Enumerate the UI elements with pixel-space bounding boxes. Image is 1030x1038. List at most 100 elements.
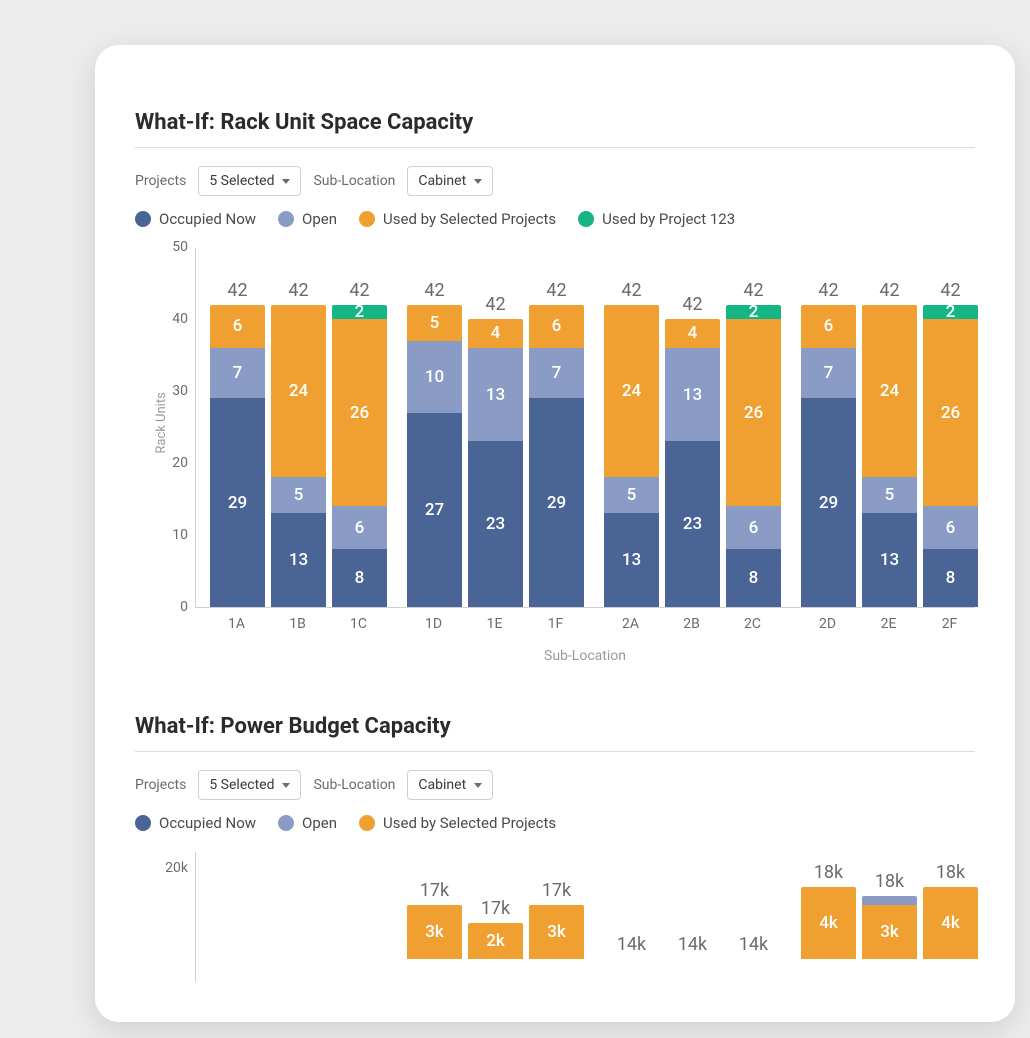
bar-segment: 2k [468,923,523,959]
chart-bars: 17k3k17k2k17k3k14k14k14k18k4k18k3k18k4k [196,852,975,982]
y-axis-label: Rack Units [154,392,169,453]
bar-segment: 24 [862,305,917,478]
controls-row: Projects 5 Selected Sub-Location Cabinet [135,770,975,800]
bar-segment: 5 [862,477,917,513]
projects-select[interactable]: 5 Selected [198,770,301,800]
bar-segment: 27 [407,413,462,607]
bar-segment: 4k [801,887,856,959]
bar-segment: 7 [529,348,584,398]
bar-stack: 3k [862,896,917,959]
x-tick: 1A [209,616,264,632]
bar-segment: 8 [332,549,387,607]
bar-total-label: 14k [678,934,707,955]
legend: Occupied NowOpenUsed by Selected Project… [135,210,975,228]
chart-plot: 17k3k17k2k17k3k14k14k14k18k4k18k3k18k4k … [195,852,975,982]
bar-segment: 29 [210,398,265,607]
bar-segment: 7 [210,348,265,398]
bar-group: 42271054223134422976 [407,280,584,607]
legend-item: Occupied Now [135,210,256,228]
bar-total-label: 42 [682,294,702,315]
bar-column: 422976 [801,280,856,607]
x-tick: 1F [528,616,583,632]
x-tick: 2A [603,616,658,632]
bar-total-label: 18k [875,871,904,892]
chart-bars: 4229764213524428626242271054223134422976… [196,248,975,607]
bar-stack: 2976 [801,305,856,607]
sublocation-label: Sub-Location [313,173,395,189]
bar-column [210,852,265,956]
x-tick: 1E [467,616,522,632]
bar-segment: 24 [604,305,659,478]
x-tick: 1C [331,616,386,632]
bar-stack: 13524 [271,305,326,607]
chevron-down-icon [474,179,482,184]
bar-column: 18k4k [801,852,856,959]
bar-stack: 27105 [407,305,462,607]
bar-total-label: 42 [485,294,505,315]
projects-select[interactable]: 5 Selected [198,166,301,196]
bar-stack: 2976 [529,305,584,607]
xtick-group: 1D1E1F [406,616,583,632]
bar-segment: 13 [271,513,326,607]
bar-segment: 2 [726,305,781,319]
bar-segment: 26 [726,319,781,506]
bar-column: 14k [726,852,781,959]
legend-label: Occupied Now [159,210,256,228]
bar-total-label: 42 [743,280,763,301]
bar-total-label: 42 [546,280,566,301]
bar-segment: 6 [332,506,387,549]
bar-segment: 2 [332,305,387,319]
bar-segment: 26 [332,319,387,506]
x-tick: 2D [800,616,855,632]
bar-stack: 13524 [862,305,917,607]
legend-label: Used by Selected Projects [383,814,556,832]
bar-segment: 6 [529,305,584,348]
bar-stack: 23134 [468,319,523,607]
bar-segment [862,896,917,905]
chart-plot: 4229764213524428626242271054223134422976… [195,248,975,608]
bar-segment: 23 [468,441,523,607]
legend-item: Used by Selected Projects [359,210,556,228]
legend-label: Occupied Now [159,814,256,832]
y-tick: 30 [156,383,188,399]
x-tick: 2B [664,616,719,632]
bar-segment: 6 [726,506,781,549]
y-tick: 20 [156,455,188,471]
dashboard-card: What-If: Rack Unit Space Capacity Projec… [95,45,1015,1022]
legend-item: Open [278,814,337,832]
bar-segment: 4k [923,887,978,959]
bar-segment: 29 [529,398,584,607]
bar-segment: 4 [468,319,523,348]
bar-segment: 8 [923,549,978,607]
y-tick: 10 [156,527,188,543]
x-tick: 1B [270,616,325,632]
bar-column: 4286262 [923,280,978,607]
chevron-down-icon [474,783,482,788]
legend-label: Used by Project 123 [602,210,735,228]
chart-rack-unit: Rack Units 42297642135244286262422710542… [135,248,975,632]
bar-total-label: 42 [940,280,960,301]
bar-stack: 86262 [332,305,387,607]
x-tick: 2F [922,616,977,632]
section-title: What-If: Power Budget Capacity [135,714,975,739]
bar-stack: 23134 [665,319,720,607]
bar-segment: 29 [801,398,856,607]
sublocation-select[interactable]: Cabinet [407,770,493,800]
projects-label: Projects [135,173,186,189]
bar-segment: 8 [726,549,781,607]
bar-segment: 13 [604,513,659,607]
xtick-group: 2D2E2F [800,616,977,632]
sublocation-select-value: Cabinet [418,777,466,793]
bar-group: 14k 14k 14k [604,852,781,959]
bar-column: 4213524 [271,280,326,607]
sublocation-select[interactable]: Cabinet [407,166,493,196]
bar-column: 17k3k [407,852,462,959]
sublocation-label: Sub-Location [313,777,395,793]
legend-swatch [359,815,375,831]
bar-total-label: 18k [814,862,843,883]
y-tick: 40 [156,311,188,327]
bar-column: 422976 [210,280,265,607]
bar-column: 14k [604,852,659,959]
y-tick: 20k [156,860,188,876]
divider [135,147,975,148]
